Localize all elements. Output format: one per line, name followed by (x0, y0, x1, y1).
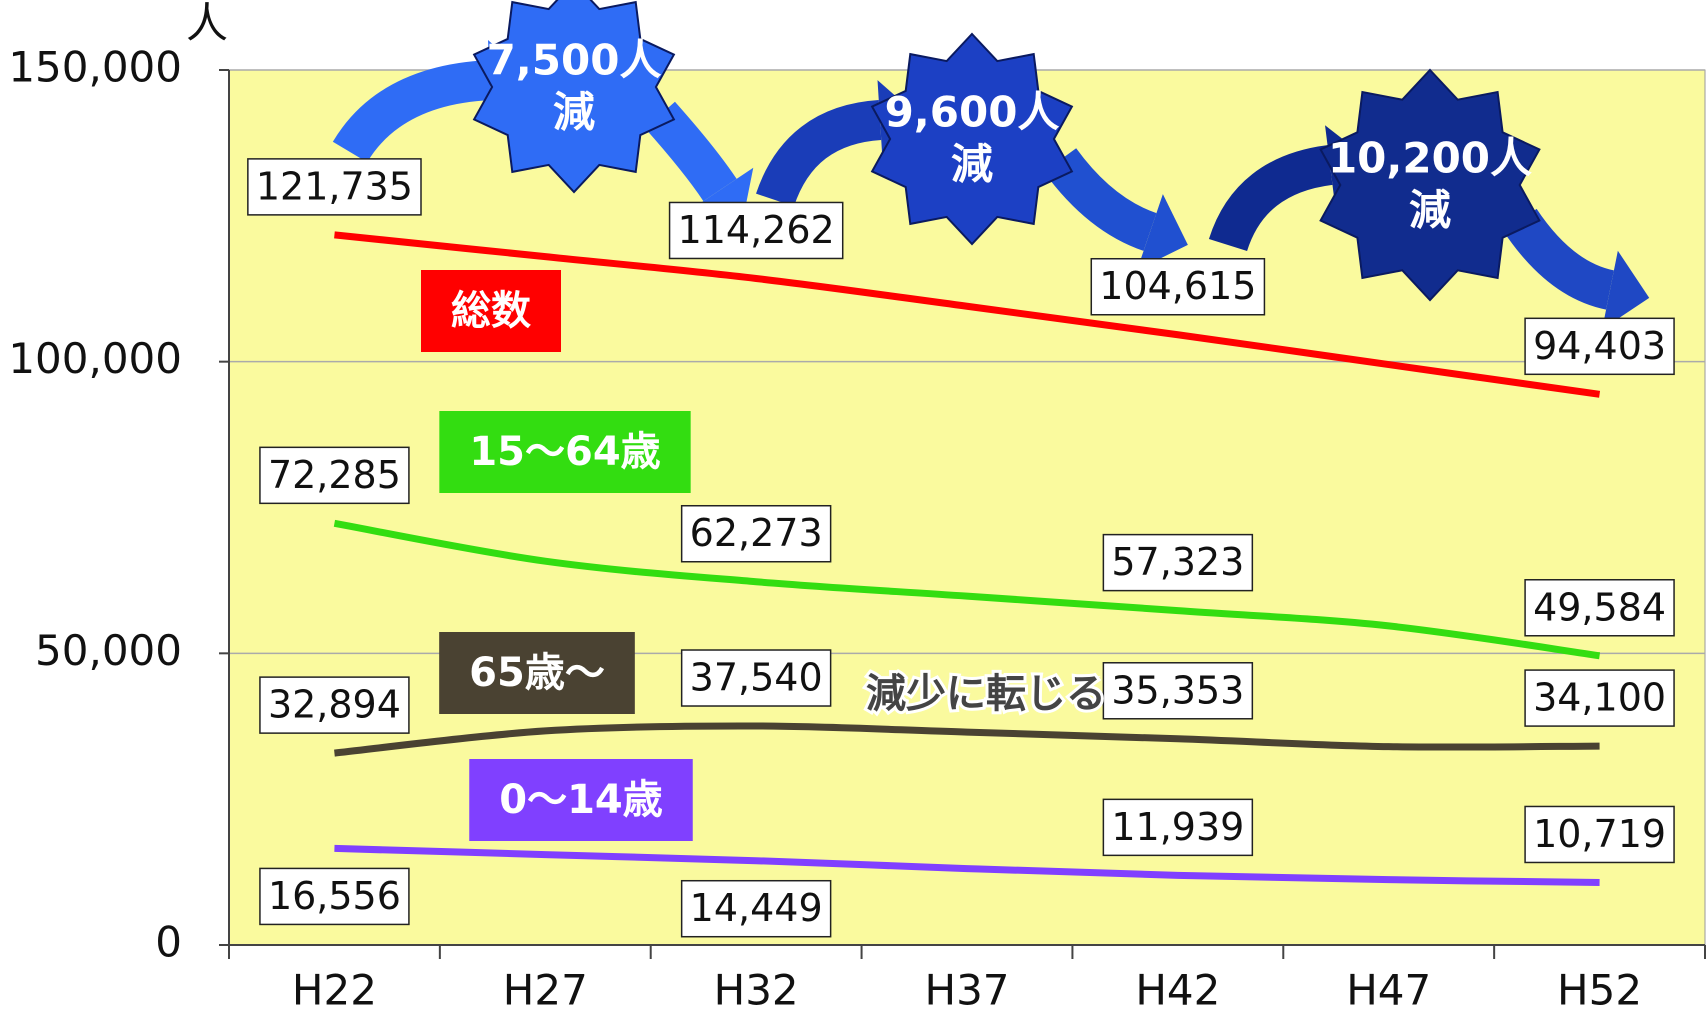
y-tick-label: 50,000 (35, 626, 182, 675)
data-label: 72,285 (268, 453, 401, 497)
series-line (334, 722, 1600, 757)
data-label: 62,273 (690, 511, 823, 555)
annotation: 7,500人 (487, 36, 662, 85)
starburst (870, 32, 1074, 246)
data-label: 11,939 (1111, 805, 1244, 849)
annotation: 10,200人 (1328, 134, 1532, 183)
data-label-box (1102, 533, 1254, 592)
arrow (1503, 208, 1615, 310)
x-tick-label: H32 (714, 966, 799, 1015)
series-line (334, 844, 1600, 886)
data-label-box (668, 201, 844, 260)
arrow (756, 100, 882, 207)
data-label: 10,719 (1533, 812, 1666, 856)
data-label-box (1524, 317, 1675, 376)
arrow-head (1602, 250, 1650, 330)
data-label-box (1102, 798, 1254, 857)
data-label: 114,262 (678, 208, 835, 252)
y-unit: 人 (186, 0, 228, 48)
data-label: 49,584 (1533, 585, 1666, 629)
data-label: 57,323 (1111, 540, 1244, 584)
arrow (332, 60, 492, 163)
series-name-box (439, 632, 635, 714)
y-tick-label: 0 (155, 918, 182, 967)
x-tick-label: H37 (924, 966, 1009, 1015)
annotation: 減 (553, 88, 595, 137)
legend-entry: 15～64歳 (469, 429, 660, 475)
legend-entry: 総数 (451, 288, 531, 334)
arrow (645, 101, 737, 202)
arrow (1208, 145, 1333, 252)
series-name-box (421, 270, 561, 352)
annotation: 減 (951, 140, 993, 189)
data-label-box (259, 867, 410, 926)
data-label-box (247, 158, 422, 216)
data-label: 14,449 (690, 886, 823, 930)
data-label-box (1102, 662, 1254, 720)
data-label-box (259, 676, 410, 734)
data-label: 16,556 (268, 874, 401, 918)
arrow-head (1137, 194, 1188, 270)
data-label: 35,353 (1111, 668, 1244, 712)
y-tick-label: 100,000 (8, 334, 182, 383)
x-tick-label: H27 (503, 966, 588, 1015)
y-tick-label: 150,000 (8, 43, 182, 92)
x-tick-label: H52 (1557, 966, 1642, 1015)
data-label-box (259, 446, 410, 505)
data-label: 121,735 (256, 164, 413, 208)
legend-entry: 0～14歳 (499, 777, 663, 823)
series-line (333, 519, 1601, 660)
data-label: 32,894 (268, 683, 401, 727)
data-label-box (680, 649, 832, 707)
x-tick-label: H47 (1346, 966, 1431, 1015)
data-label-box (680, 879, 832, 938)
data-label-box (1090, 257, 1266, 316)
starburst (1319, 68, 1541, 302)
data-label: 34,100 (1533, 676, 1666, 720)
data-label: 94,403 (1533, 324, 1666, 368)
series-line (334, 231, 1601, 398)
note: 減少に転じる (866, 671, 1106, 717)
data-label: 104,615 (1099, 264, 1256, 308)
series-name-box (439, 411, 691, 493)
data-label-box (1524, 579, 1675, 637)
x-tick-label: H22 (292, 966, 377, 1015)
data-label: 37,540 (690, 656, 823, 700)
x-tick-label: H42 (1135, 966, 1220, 1015)
legend-entry: 65歳～ (469, 650, 605, 696)
starburst (472, 0, 676, 194)
data-label-box (680, 504, 832, 563)
data-label-box (1524, 805, 1675, 864)
series-name-box (469, 759, 693, 841)
annotation: 減 (1409, 186, 1451, 235)
data-label-box (1524, 669, 1675, 727)
annotation: 9,600人 (885, 88, 1060, 137)
